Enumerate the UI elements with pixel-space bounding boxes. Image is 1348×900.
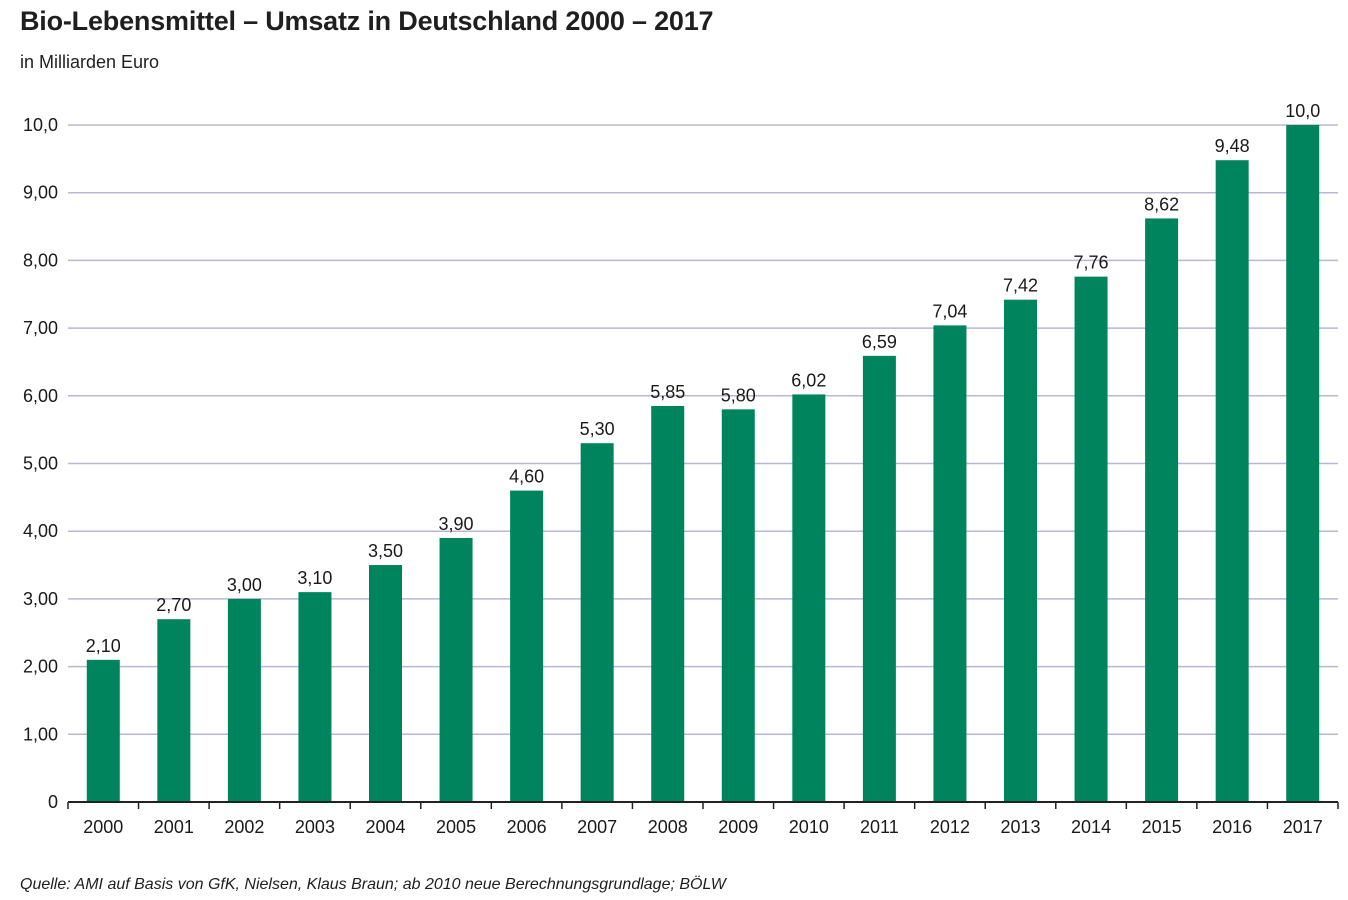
bar-value-label: 6,02 bbox=[791, 370, 826, 390]
bar-value-label: 3,90 bbox=[439, 514, 474, 534]
x-tick-label: 2012 bbox=[930, 817, 970, 837]
x-tick-label: 2007 bbox=[577, 817, 617, 837]
y-tick-label: 4,00 bbox=[23, 521, 58, 541]
bar bbox=[1215, 160, 1249, 803]
x-tick-label: 2002 bbox=[224, 817, 264, 837]
bar bbox=[439, 537, 473, 802]
y-tick-label: 2,00 bbox=[23, 657, 58, 677]
x-tick-label: 2004 bbox=[365, 817, 405, 837]
bar bbox=[1074, 276, 1108, 802]
bar-value-label: 7,76 bbox=[1074, 253, 1109, 273]
bar-value-label: 6,59 bbox=[862, 332, 897, 352]
bar bbox=[227, 598, 261, 802]
y-tick-label: 7,00 bbox=[23, 318, 58, 338]
bar-chart: 0 1,00 2,00 3,00 4,00 5,00 6,00 7,00 8,00 9,00 10,… bbox=[23, 101, 1339, 837]
x-tick-label: 2016 bbox=[1212, 817, 1252, 837]
bars bbox=[86, 125, 1320, 803]
x-tick-label: 2008 bbox=[648, 817, 688, 837]
bar-value-label: 3,00 bbox=[227, 575, 262, 595]
bar bbox=[298, 592, 332, 802]
x-tick-label: 2001 bbox=[154, 817, 194, 837]
x-tick-label: 2006 bbox=[507, 817, 547, 837]
x-tick-label: 2014 bbox=[1071, 817, 1111, 837]
source-note: Quelle: AMI auf Basis von GfK, Nielsen, … bbox=[20, 876, 726, 893]
bar bbox=[1145, 218, 1179, 802]
bar-value-labels: 2,10 2,70 3,00 3,10 3,50 3,90 4,60 5,30 5,85 5,80… bbox=[86, 101, 1320, 656]
bar bbox=[1286, 125, 1320, 802]
y-tick-label: 3,00 bbox=[23, 589, 58, 609]
bar-value-label: 7,42 bbox=[1003, 276, 1038, 296]
y-tick-label: 1,00 bbox=[23, 724, 58, 744]
x-tick-label: 2011 bbox=[860, 817, 899, 837]
bar-value-label: 2,70 bbox=[156, 595, 191, 615]
bar-value-label: 3,10 bbox=[297, 568, 332, 588]
bar-value-label: 8,62 bbox=[1144, 194, 1179, 214]
bar-value-label: 3,50 bbox=[368, 541, 403, 561]
y-tick-label: 10,0 bbox=[23, 115, 58, 135]
y-tick-label: 6,00 bbox=[23, 386, 58, 406]
bar-value-label: 5,80 bbox=[721, 385, 756, 405]
y-tick-label: 5,00 bbox=[23, 454, 58, 474]
y-tick-label: 9,00 bbox=[23, 183, 58, 203]
bar bbox=[1004, 299, 1037, 802]
bar bbox=[86, 659, 120, 802]
y-tick-label: 8,00 bbox=[23, 250, 58, 270]
x-tick-label: 2010 bbox=[789, 817, 829, 837]
bar bbox=[369, 565, 402, 802]
x-tick-label: 2003 bbox=[295, 817, 335, 837]
bar-value-label: 7,04 bbox=[932, 301, 967, 321]
bar bbox=[651, 405, 685, 802]
bar-value-label: 2,10 bbox=[86, 636, 121, 656]
x-tick-label: 2005 bbox=[436, 817, 476, 837]
y-axis-tick-labels: 0 1,00 2,00 3,00 4,00 5,00 6,00 7,00 8,00 9,00 10,… bbox=[23, 115, 58, 812]
bar bbox=[157, 619, 191, 802]
bar-value-label: 9,48 bbox=[1215, 136, 1250, 156]
bar bbox=[721, 409, 755, 802]
bar-value-label: 5,85 bbox=[650, 382, 685, 402]
bar bbox=[933, 325, 967, 802]
bar-value-label: 5,30 bbox=[580, 419, 615, 439]
x-tick-label: 2000 bbox=[83, 817, 123, 837]
x-axis bbox=[67, 801, 1339, 809]
x-tick-label: 2015 bbox=[1142, 817, 1182, 837]
gridlines bbox=[68, 124, 1338, 736]
x-tick-label: 2009 bbox=[718, 817, 758, 837]
bar bbox=[580, 443, 614, 802]
bar-value-label: 10,0 bbox=[1285, 101, 1320, 121]
x-tick-label: 2017 bbox=[1283, 817, 1323, 837]
bar bbox=[792, 394, 826, 802]
bar-value-label: 4,60 bbox=[509, 467, 544, 487]
x-axis-tick-labels: 2000 2001 2002 2003 2004 2005 2006 2007 2008 2009… bbox=[83, 817, 1322, 837]
bar bbox=[510, 490, 544, 802]
chart-title: Bio-Lebensmittel – Umsatz in Deutschland… bbox=[20, 6, 714, 36]
bar bbox=[862, 355, 896, 802]
x-tick-label: 2013 bbox=[1000, 817, 1040, 837]
y-tick-label: 0 bbox=[48, 792, 58, 812]
chart-subtitle: in Milliarden Euro bbox=[20, 52, 160, 72]
